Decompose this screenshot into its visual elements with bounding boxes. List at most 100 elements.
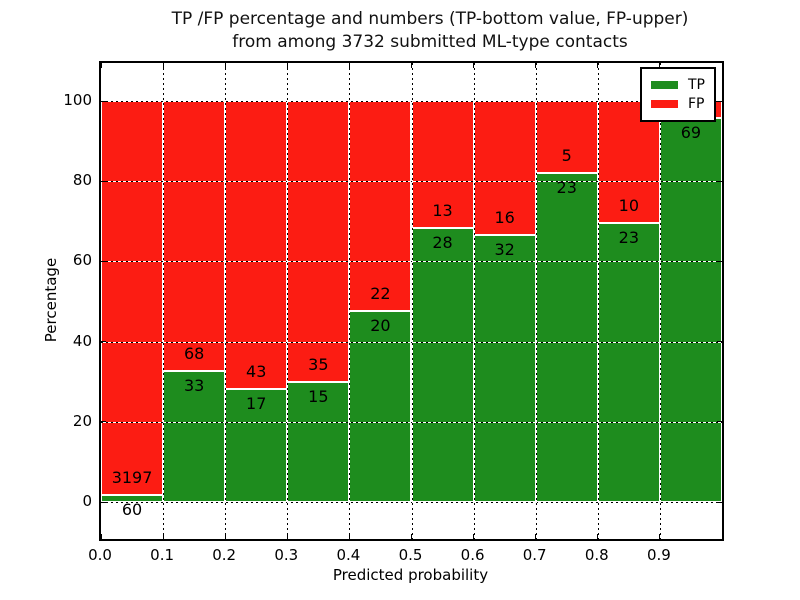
v-gridline [287, 63, 289, 539]
fp-count-label: 35 [308, 354, 329, 374]
y-tick-mark [717, 180, 722, 182]
x-tick-mark [162, 534, 164, 539]
chart-title-line2: from among 3732 submitted ML-type contac… [232, 32, 628, 52]
y-tick-mark [101, 260, 106, 262]
bar-fp-segment [287, 101, 350, 382]
x-tick-mark [535, 63, 537, 68]
fp-count-label: 3197 [111, 467, 153, 487]
x-tick-mark [473, 534, 475, 539]
bar-fp-segment [225, 101, 288, 389]
tp-count-label: 20 [370, 316, 391, 336]
bar-tp-segment [287, 381, 350, 502]
y-tick-label: 0 [82, 492, 92, 510]
bar-tp-segment [659, 117, 722, 502]
y-tick-mark [717, 421, 722, 423]
v-gridline [349, 63, 351, 539]
tp-count-label: 69 [680, 122, 702, 142]
tp-count-label: 28 [432, 233, 453, 253]
bar-tp-segment [101, 494, 164, 502]
bar-tp-segment [535, 172, 598, 502]
x-tick-mark [100, 534, 102, 539]
tp-count-label: 15 [308, 386, 329, 406]
fp-count-label: 43 [246, 361, 267, 381]
fp-count-label: 10 [618, 195, 640, 215]
y-tick-mark [101, 501, 106, 503]
x-tick-mark [597, 63, 599, 68]
x-tick-mark [535, 534, 537, 539]
x-tick-label: 0.7 [522, 546, 547, 564]
x-tick-label: 0.4 [336, 546, 361, 564]
v-gridline [597, 63, 599, 539]
tp-count-label: 17 [246, 393, 267, 413]
x-tick-mark [659, 63, 661, 68]
fp-count-label: 16 [494, 207, 515, 227]
plot-area: 3197 60 68 33 43 17 35 15 22 20 13 28 16 32 5 23 10 23 69 … [99, 61, 724, 541]
x-tick-mark [100, 63, 102, 68]
v-gridline [225, 63, 227, 539]
bar-fp-segment [349, 101, 412, 312]
y-tick-mark [101, 341, 106, 343]
x-tick-mark [473, 63, 475, 68]
x-tick-mark [411, 63, 412, 68]
v-gridline [411, 63, 413, 539]
x-tick-mark [411, 534, 412, 539]
chart-title: TP /FP percentage and numbers (TP-bottom… [60, 8, 800, 54]
y-tick-mark [101, 100, 106, 102]
y-tick-mark [717, 341, 722, 343]
tp-count-label: 60 [121, 499, 143, 519]
x-tick-label: 0.6 [460, 546, 485, 564]
y-tick-label: 80 [72, 171, 92, 190]
fp-count-label: 22 [370, 284, 391, 304]
y-tick-label: 60 [72, 251, 92, 270]
y-tick-mark [717, 260, 722, 262]
tp-count-label: 23 [556, 177, 577, 197]
fp-count-label: 13 [432, 201, 453, 221]
x-tick-mark [224, 63, 226, 68]
bar-tp-segment [473, 234, 536, 502]
fp-count-label: 68 [183, 343, 205, 363]
x-tick-label: 0.0 [88, 546, 112, 564]
bar-fp-segment [163, 101, 226, 371]
legend: TP FP [640, 67, 716, 122]
x-tick-mark [348, 63, 350, 68]
bar-fp-segment [535, 101, 598, 173]
legend-swatch-fp-icon [651, 100, 678, 108]
y-tick-label: 100 [63, 91, 92, 109]
bar-tp-segment [349, 311, 412, 502]
chart-title-line1: TP /FP percentage and numbers (TP-bottom… [171, 9, 689, 29]
tp-count-label: 32 [494, 239, 515, 259]
x-tick-mark [224, 534, 226, 539]
x-tick-label: 0.2 [212, 546, 237, 564]
bar-tp-segment [597, 222, 660, 502]
y-axis-label: Percentage [42, 257, 60, 343]
x-tick-label: 0.9 [646, 546, 671, 564]
x-tick-mark [659, 534, 661, 539]
legend-item-fp: FP [651, 96, 705, 112]
y-tick-label: 20 [72, 411, 92, 430]
x-tick-mark [286, 534, 288, 539]
y-tick-mark [101, 421, 106, 423]
x-tick-label: 0.1 [150, 546, 175, 564]
bar-fp-segment [101, 101, 164, 495]
x-tick-label: 0.3 [274, 546, 299, 564]
x-axis-label: Predicted probability [332, 566, 489, 584]
x-tick-label: 0.5 [398, 546, 423, 564]
v-gridline [163, 63, 165, 539]
y-tick-mark [717, 100, 722, 102]
v-gridline [535, 63, 537, 539]
legend-item-tp: TP [651, 77, 705, 93]
x-tick-label: 0.8 [584, 546, 609, 564]
fp-count-label: 5 [561, 145, 572, 165]
legend-swatch-tp-icon [651, 81, 678, 89]
v-gridline [659, 63, 661, 539]
bar-tp-segment [411, 228, 474, 502]
legend-label-fp: FP [688, 96, 705, 112]
legend-label-tp: TP [688, 77, 705, 93]
x-tick-mark [286, 63, 288, 68]
x-tick-mark [162, 63, 164, 68]
x-tick-mark [597, 534, 599, 539]
y-tick-mark [101, 180, 106, 182]
bar-tp-segment [163, 370, 226, 502]
tp-count-label: 23 [618, 227, 640, 247]
